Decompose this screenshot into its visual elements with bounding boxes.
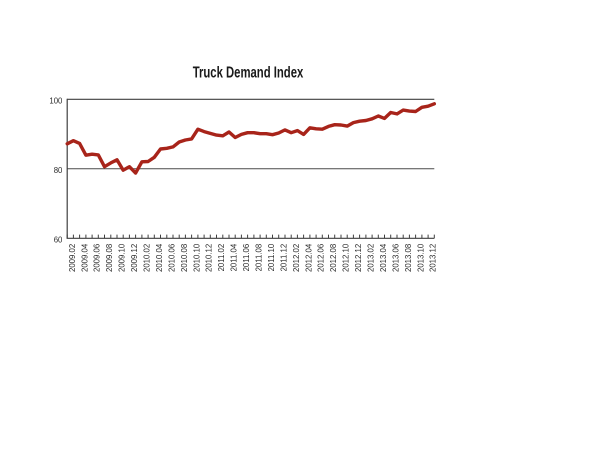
- svg-text:2013.10: 2013.10: [416, 243, 425, 272]
- svg-text:2012.06: 2012.06: [317, 244, 326, 272]
- svg-text:2010.04: 2010.04: [155, 243, 164, 272]
- svg-text:2010.10: 2010.10: [192, 243, 201, 272]
- svg-text:2010.08: 2010.08: [180, 244, 189, 272]
- svg-text:2010.12: 2010.12: [205, 244, 214, 272]
- svg-text:2009.10: 2009.10: [118, 243, 127, 272]
- svg-text:2012.02: 2012.02: [292, 244, 301, 272]
- svg-text:2012.12: 2012.12: [354, 244, 363, 272]
- svg-text:2009.06: 2009.06: [93, 244, 102, 272]
- svg-text:2009.12: 2009.12: [130, 244, 139, 272]
- svg-text:2010.02: 2010.02: [143, 244, 152, 272]
- svg-text:2011.10: 2011.10: [267, 243, 276, 271]
- svg-text:2012.10: 2012.10: [342, 243, 351, 272]
- svg-text:80: 80: [54, 166, 63, 175]
- svg-text:2012.08: 2012.08: [329, 244, 338, 272]
- svg-text:2013.02: 2013.02: [367, 244, 376, 272]
- svg-text:2011.04: 2011.04: [230, 243, 239, 271]
- svg-text:2012.04: 2012.04: [304, 243, 313, 272]
- svg-text:Truck Demand Index: Truck Demand Index: [193, 64, 304, 81]
- svg-text:2009.04: 2009.04: [80, 243, 89, 272]
- svg-text:2013.12: 2013.12: [429, 244, 438, 272]
- svg-text:2011.12: 2011.12: [279, 244, 288, 272]
- svg-text:2010.06: 2010.06: [167, 244, 176, 272]
- svg-text:2009.02: 2009.02: [68, 244, 77, 272]
- svg-text:2011.06: 2011.06: [242, 244, 251, 272]
- svg-text:2013.04: 2013.04: [379, 243, 388, 272]
- svg-text:2009.08: 2009.08: [105, 244, 114, 272]
- svg-text:60: 60: [54, 236, 63, 245]
- svg-text:2013.06: 2013.06: [391, 244, 400, 272]
- svg-text:100: 100: [49, 97, 63, 106]
- svg-text:2013.08: 2013.08: [404, 244, 413, 272]
- svg-text:2011.08: 2011.08: [255, 244, 264, 272]
- svg-text:2011.02: 2011.02: [217, 244, 226, 272]
